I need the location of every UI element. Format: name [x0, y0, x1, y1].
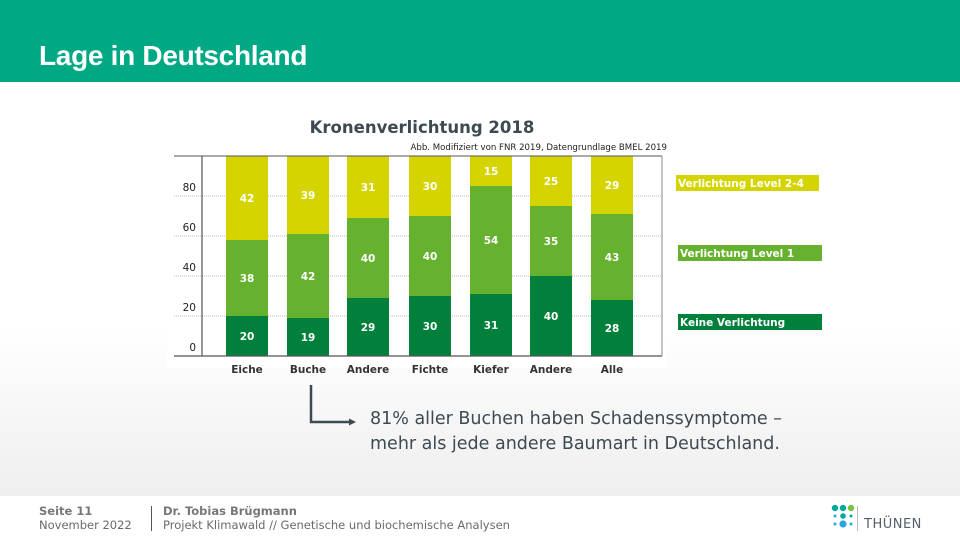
legend-swatch [676, 175, 819, 191]
data-label: 38 [240, 273, 255, 285]
page-number: Seite 11 [39, 504, 93, 518]
bar-segment [347, 156, 389, 218]
author-name: Dr. Tobias Brügmann [163, 504, 297, 518]
data-label: 30 [423, 181, 438, 193]
callout-text: 81% aller Buchen haben Schadenssymptome … [370, 407, 782, 457]
data-label: 40 [423, 251, 438, 263]
header-bar: Lage in Deutschland [0, 0, 960, 82]
data-label: 20 [240, 331, 255, 343]
bar-segment [347, 298, 389, 356]
bar-segment [591, 156, 633, 214]
x-tick-label: Eiche [231, 364, 263, 376]
footer-date: November 2022 [39, 518, 132, 532]
y-tick-label: 80 [183, 182, 196, 194]
data-label: 42 [240, 193, 255, 205]
bar-segment [347, 218, 389, 298]
footer-author-info: Dr. Tobias Brügmann Projekt Klimawald //… [163, 504, 510, 532]
bar-segment [226, 156, 268, 240]
callout-line-2: mehr als jede andere Baumart in Deutschl… [370, 434, 780, 454]
data-label: 19 [301, 332, 316, 344]
axes: 0 20 40 60 80 Eiche Buche Andere Fichte Kiefer And… [174, 155, 663, 376]
chart-subtitle: Abb. Modifiziert von FNR 2019, Datengrun… [410, 143, 667, 153]
logo-text: THÜNEN [864, 517, 922, 532]
bar-segment [470, 186, 512, 294]
data-label: 35 [544, 236, 559, 248]
data-label: 54 [484, 235, 499, 247]
bar-segment [530, 206, 572, 276]
callout-line-1: 81% aller Buchen haben Schadenssymptome … [370, 409, 782, 429]
bar-segment [591, 214, 633, 300]
bars: 20 38 42 19 42 39 29 40 31 30 40 30 31 54 15 40 35 25 28 43… [226, 156, 633, 356]
footer: Seite 11 November 2022 Dr. Tobias Brügma… [0, 496, 960, 540]
data-label: 30 [423, 321, 438, 333]
bar-segment [409, 156, 451, 216]
legend-label: Verlichtung Level 1 [680, 248, 794, 260]
bar-segment [287, 234, 329, 318]
x-tick-label: Andere [347, 364, 390, 376]
bar-segment [409, 216, 451, 296]
y-tick-label: 60 [183, 222, 196, 234]
y-tick-label: 20 [183, 302, 196, 314]
bar-segment [287, 156, 329, 234]
data-label: 29 [361, 322, 376, 334]
bar-segment [470, 156, 512, 186]
chart-title: Kronenverlichtung 2018 [310, 118, 535, 137]
footer-page-info: Seite 11 November 2022 [39, 504, 132, 532]
data-label: 40 [544, 311, 559, 323]
x-tick-label: Buche [290, 364, 326, 376]
bar-segment [409, 296, 451, 356]
data-label: 43 [605, 252, 620, 264]
x-tick-label: Kiefer [473, 364, 510, 376]
legend-swatch [678, 245, 822, 261]
logo-divider [857, 506, 858, 531]
project-name: Projekt Klimawald // Genetische und bioc… [163, 518, 510, 532]
x-tick-label: Alle [601, 364, 623, 376]
data-label: 40 [361, 253, 376, 265]
data-label: 42 [301, 271, 316, 283]
legend-label: Verlichtung Level 2-4 [678, 178, 804, 190]
data-label: 31 [361, 182, 376, 194]
bar-segment [591, 300, 633, 356]
legend: Verlichtung Level 2-4 Verlichtung Level 1… [676, 175, 822, 330]
legend-swatch [678, 314, 822, 330]
data-label: 28 [605, 323, 620, 335]
data-label: 15 [484, 166, 499, 178]
x-tick-label: Andere [530, 364, 573, 376]
bar-segment [530, 156, 572, 206]
y-tick-label: 0 [189, 342, 196, 354]
bar-segment [287, 318, 329, 356]
slide-title: Lage in Deutschland [39, 40, 308, 71]
data-label: 39 [301, 190, 316, 202]
thuenen-logo-icon [831, 504, 855, 528]
footer-divider [151, 506, 152, 531]
bar-segment [530, 276, 572, 356]
bar-segment [226, 240, 268, 316]
data-label: 31 [484, 320, 499, 332]
data-label: 25 [544, 176, 559, 188]
x-tick-label: Fichte [412, 364, 449, 376]
legend-label: Keine Verlichtung [680, 317, 785, 329]
y-tick-label: 40 [183, 262, 196, 274]
bar-segment [226, 316, 268, 356]
data-label: 29 [605, 180, 620, 192]
bar-segment [470, 294, 512, 356]
